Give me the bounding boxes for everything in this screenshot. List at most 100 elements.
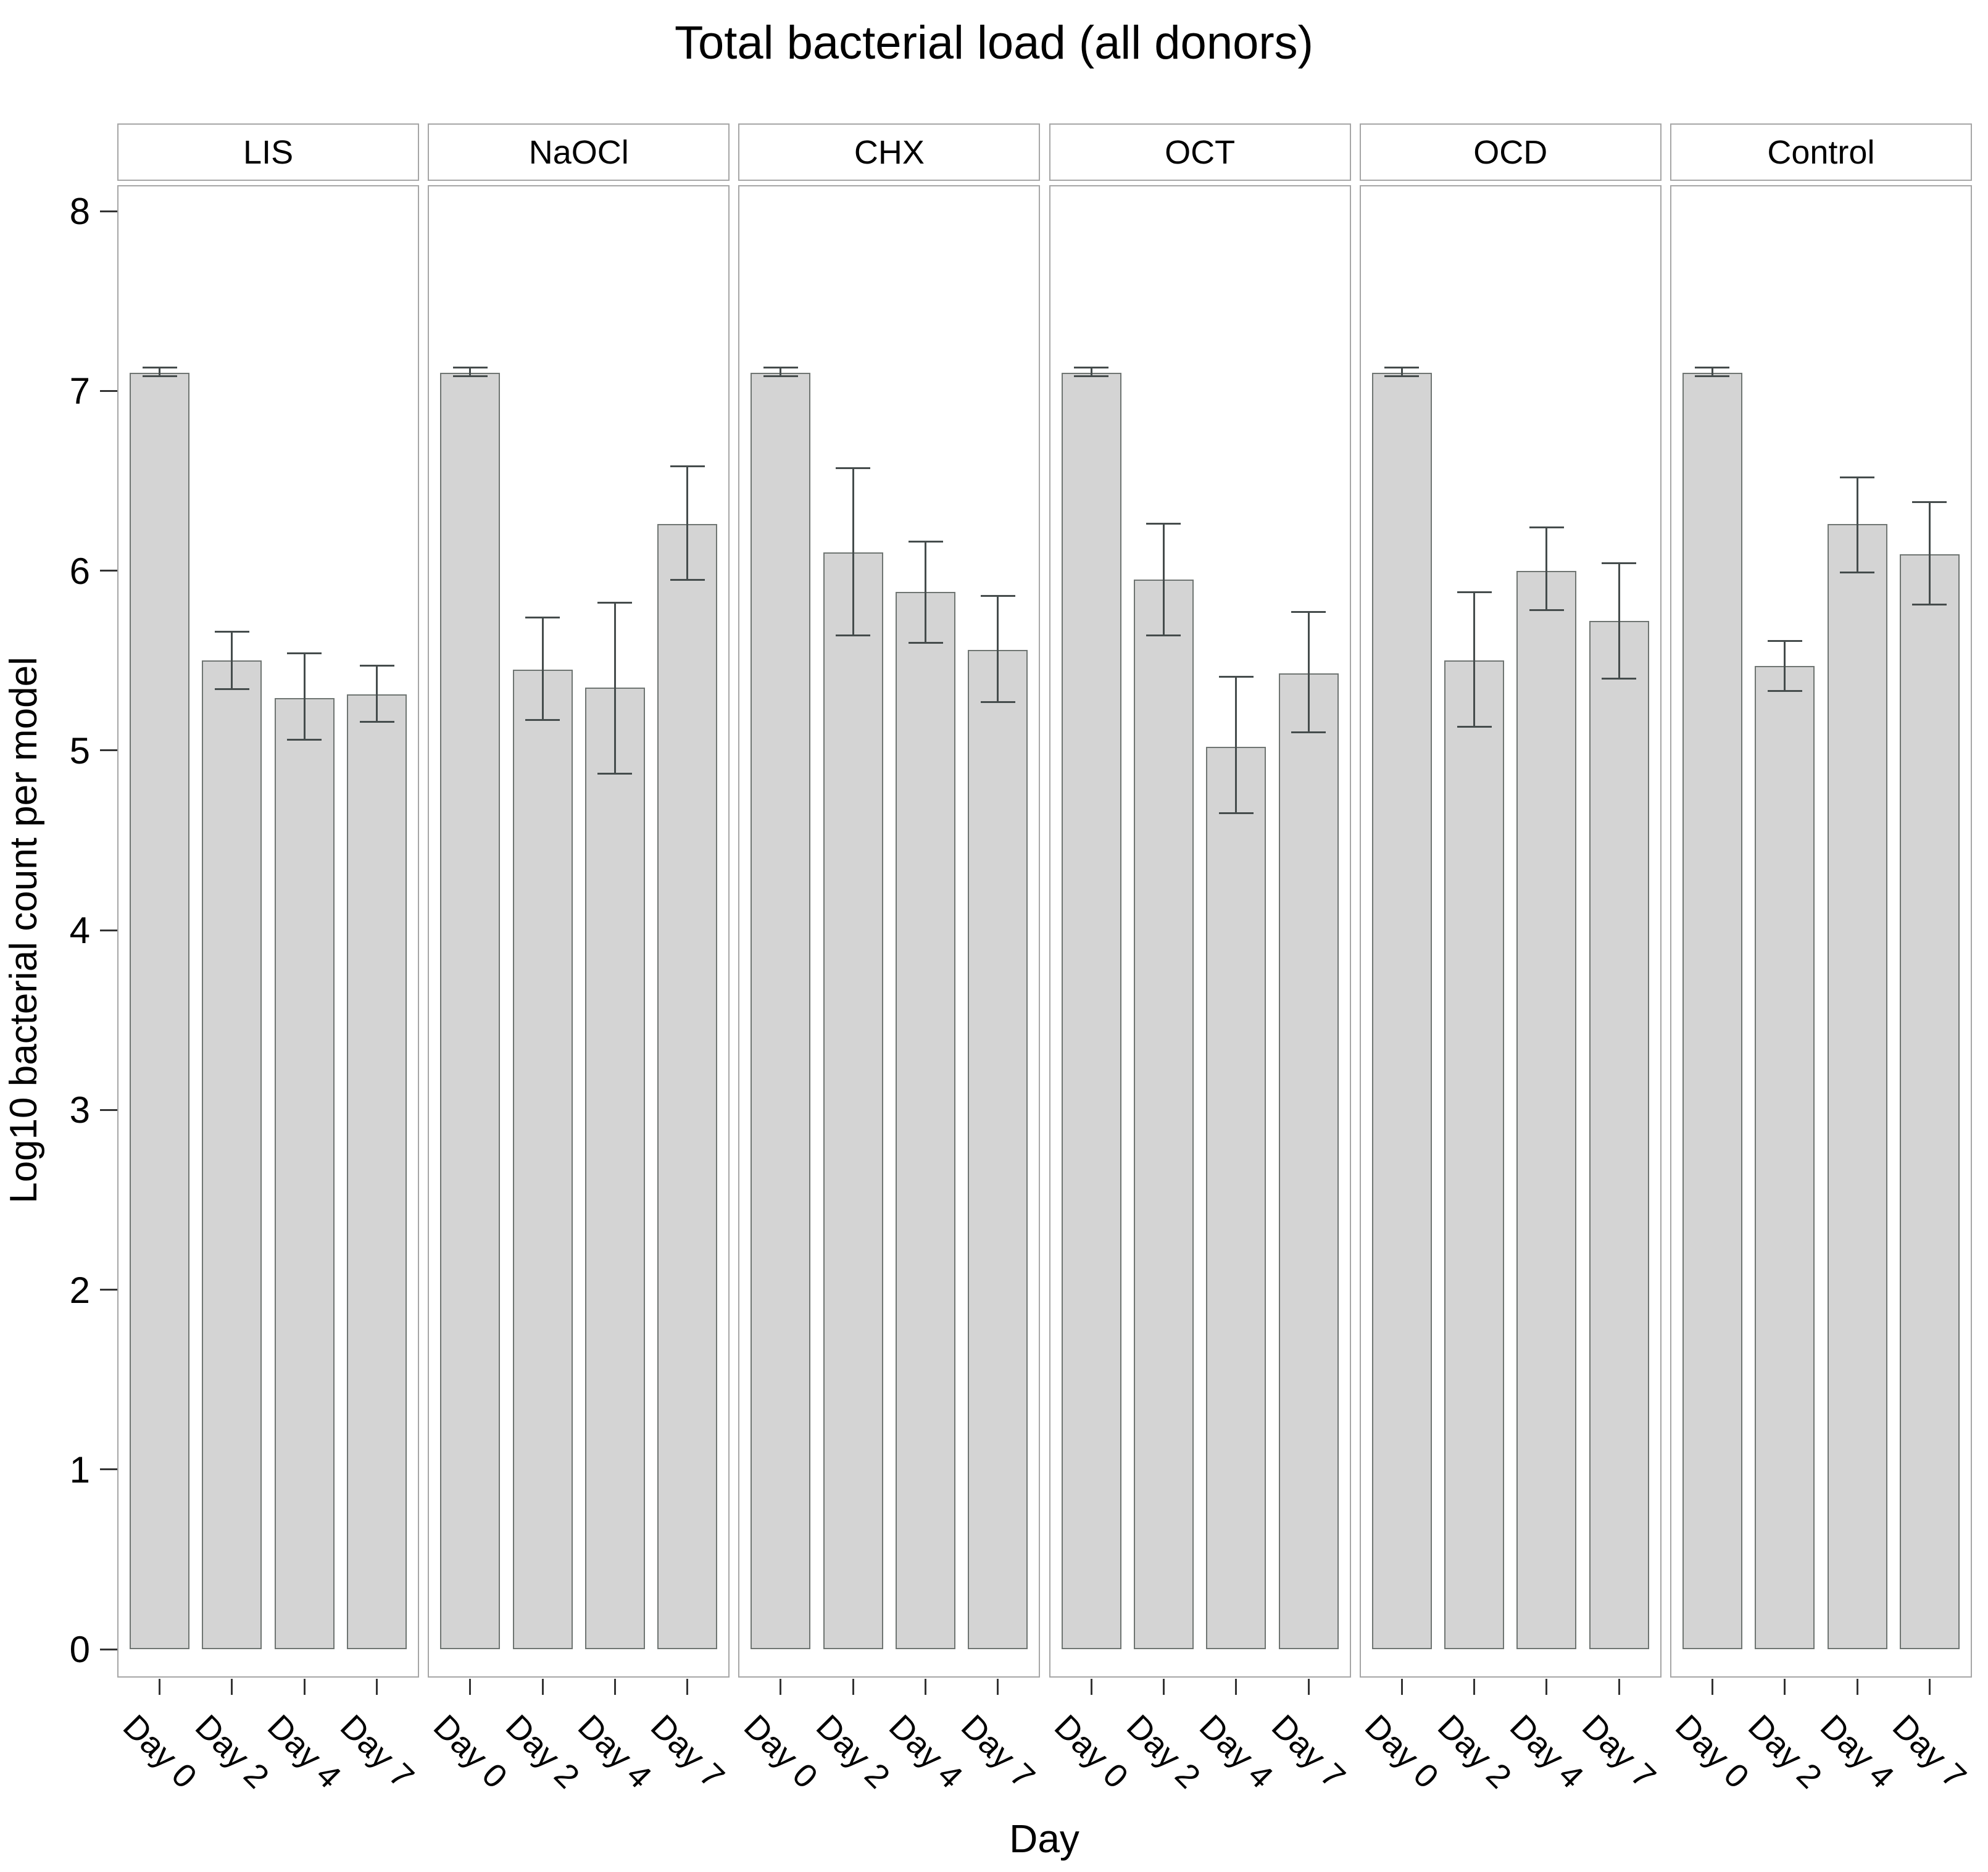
error-bar-cap-top [763,366,798,368]
bar [1061,373,1121,1649]
error-bar-cap-bottom [287,738,322,741]
bar [347,694,407,1649]
error-bar-cap-bottom [1912,604,1947,606]
x-axis-tick [1784,1679,1786,1695]
error-bar-cap-top [1529,526,1564,529]
error-bar-cap-top [1840,476,1875,478]
facet-strip: LIS [117,123,420,181]
error-bar-cap-top [1767,639,1802,642]
error-bar-cap-bottom [597,773,633,775]
bar [512,669,573,1649]
error-bar-cap-bottom [763,375,798,378]
error-bar-cap-top [287,652,322,654]
bar [1827,523,1887,1649]
error-bar-line [159,367,161,376]
facet-strip: OCT [1049,123,1351,181]
error-bar-cap-top [1074,366,1109,368]
y-axis-tick [100,1648,117,1650]
x-axis-tick [852,1679,854,1695]
x-axis-tick [780,1679,782,1695]
error-bar-line [1928,502,1931,605]
error-bar-cap-top [214,631,249,633]
bar [1589,621,1649,1649]
y-axis-tick-label: 3 [69,1089,90,1131]
y-axis-tick-label: 6 [69,550,90,592]
error-bar-cap-top [142,366,177,368]
error-bar-cap-bottom [1074,375,1109,378]
facet-label: LIS [243,133,294,171]
x-axis-tick [1618,1679,1620,1695]
error-bar-line [541,617,544,720]
facet-strip: OCD [1359,123,1662,181]
facet-label: Control [1767,133,1875,171]
y-axis-tick-label: 2 [69,1269,90,1311]
x-axis-tick [1307,1679,1310,1695]
bar [274,698,335,1649]
error-bar-cap-bottom [142,375,177,378]
error-bar-line [1856,477,1858,573]
error-bar-cap-bottom [1840,571,1875,573]
bar [657,523,718,1649]
error-bar-cap-top [670,465,705,468]
error-bar-cap-bottom [1384,375,1420,378]
error-bar-line [376,665,378,722]
x-axis-tick [159,1679,161,1695]
y-axis-tick [100,570,117,572]
bar [130,373,190,1649]
error-bar-cap-bottom [452,375,488,378]
error-bar-cap-bottom [1695,375,1730,378]
error-bar-cap-bottom [1457,726,1492,728]
x-axis-tick [925,1679,927,1695]
error-bar-cap-bottom [1529,609,1564,612]
x-axis-tick [1090,1679,1092,1695]
y-axis-tick-label: 0 [69,1629,90,1670]
error-bar-line [780,367,782,376]
bar [584,687,645,1649]
bar [1899,554,1960,1649]
error-bar-cap-bottom [1146,634,1181,636]
error-bar-cap-top [1384,366,1420,368]
error-bar-cap-top [1146,523,1181,525]
error-bar-cap-bottom [1767,690,1802,693]
error-bar-line [1545,527,1548,610]
y-axis-tick [100,210,117,212]
y-axis-tick-label: 8 [69,191,90,232]
bar [896,592,956,1649]
x-axis-tick [541,1679,544,1695]
bar [1516,570,1577,1649]
error-bar-cap-top [359,665,394,667]
error-bar-cap-top [1602,562,1637,565]
x-axis-tick [1545,1679,1548,1695]
bar [823,552,883,1649]
error-bar-cap-top [452,366,488,368]
bar [1371,373,1432,1649]
bar [1206,746,1266,1649]
facet-label: OCT [1165,133,1236,171]
error-bar-cap-top [1291,610,1326,613]
y-axis-tick-label: 5 [69,730,90,772]
bar [1682,373,1742,1649]
x-axis-tick [1711,1679,1713,1695]
error-bar-cap-top [1695,366,1730,368]
x-axis-tick [1856,1679,1858,1695]
error-bar-line [1235,676,1237,813]
bar [440,373,501,1649]
error-bar-line [1473,592,1476,727]
x-axis-tick [686,1679,689,1695]
error-bar-cap-bottom [1602,677,1637,680]
y-axis-tick [100,1109,117,1111]
error-bar-cap-bottom [1218,812,1254,815]
x-axis-tick [1235,1679,1237,1695]
x-axis-tick [303,1679,306,1695]
error-bar-line [1784,641,1786,691]
error-bar-line [613,602,616,774]
y-axis-tick-label: 7 [69,370,90,412]
error-bar-line [1618,563,1620,679]
facet-strip: Control [1670,123,1972,181]
error-bar-line [469,367,472,376]
error-bar-line [1162,523,1165,636]
x-axis-tick [613,1679,616,1695]
error-bar-cap-top [1912,501,1947,504]
x-axis-tick [997,1679,999,1695]
error-bar-cap-top [525,616,560,618]
